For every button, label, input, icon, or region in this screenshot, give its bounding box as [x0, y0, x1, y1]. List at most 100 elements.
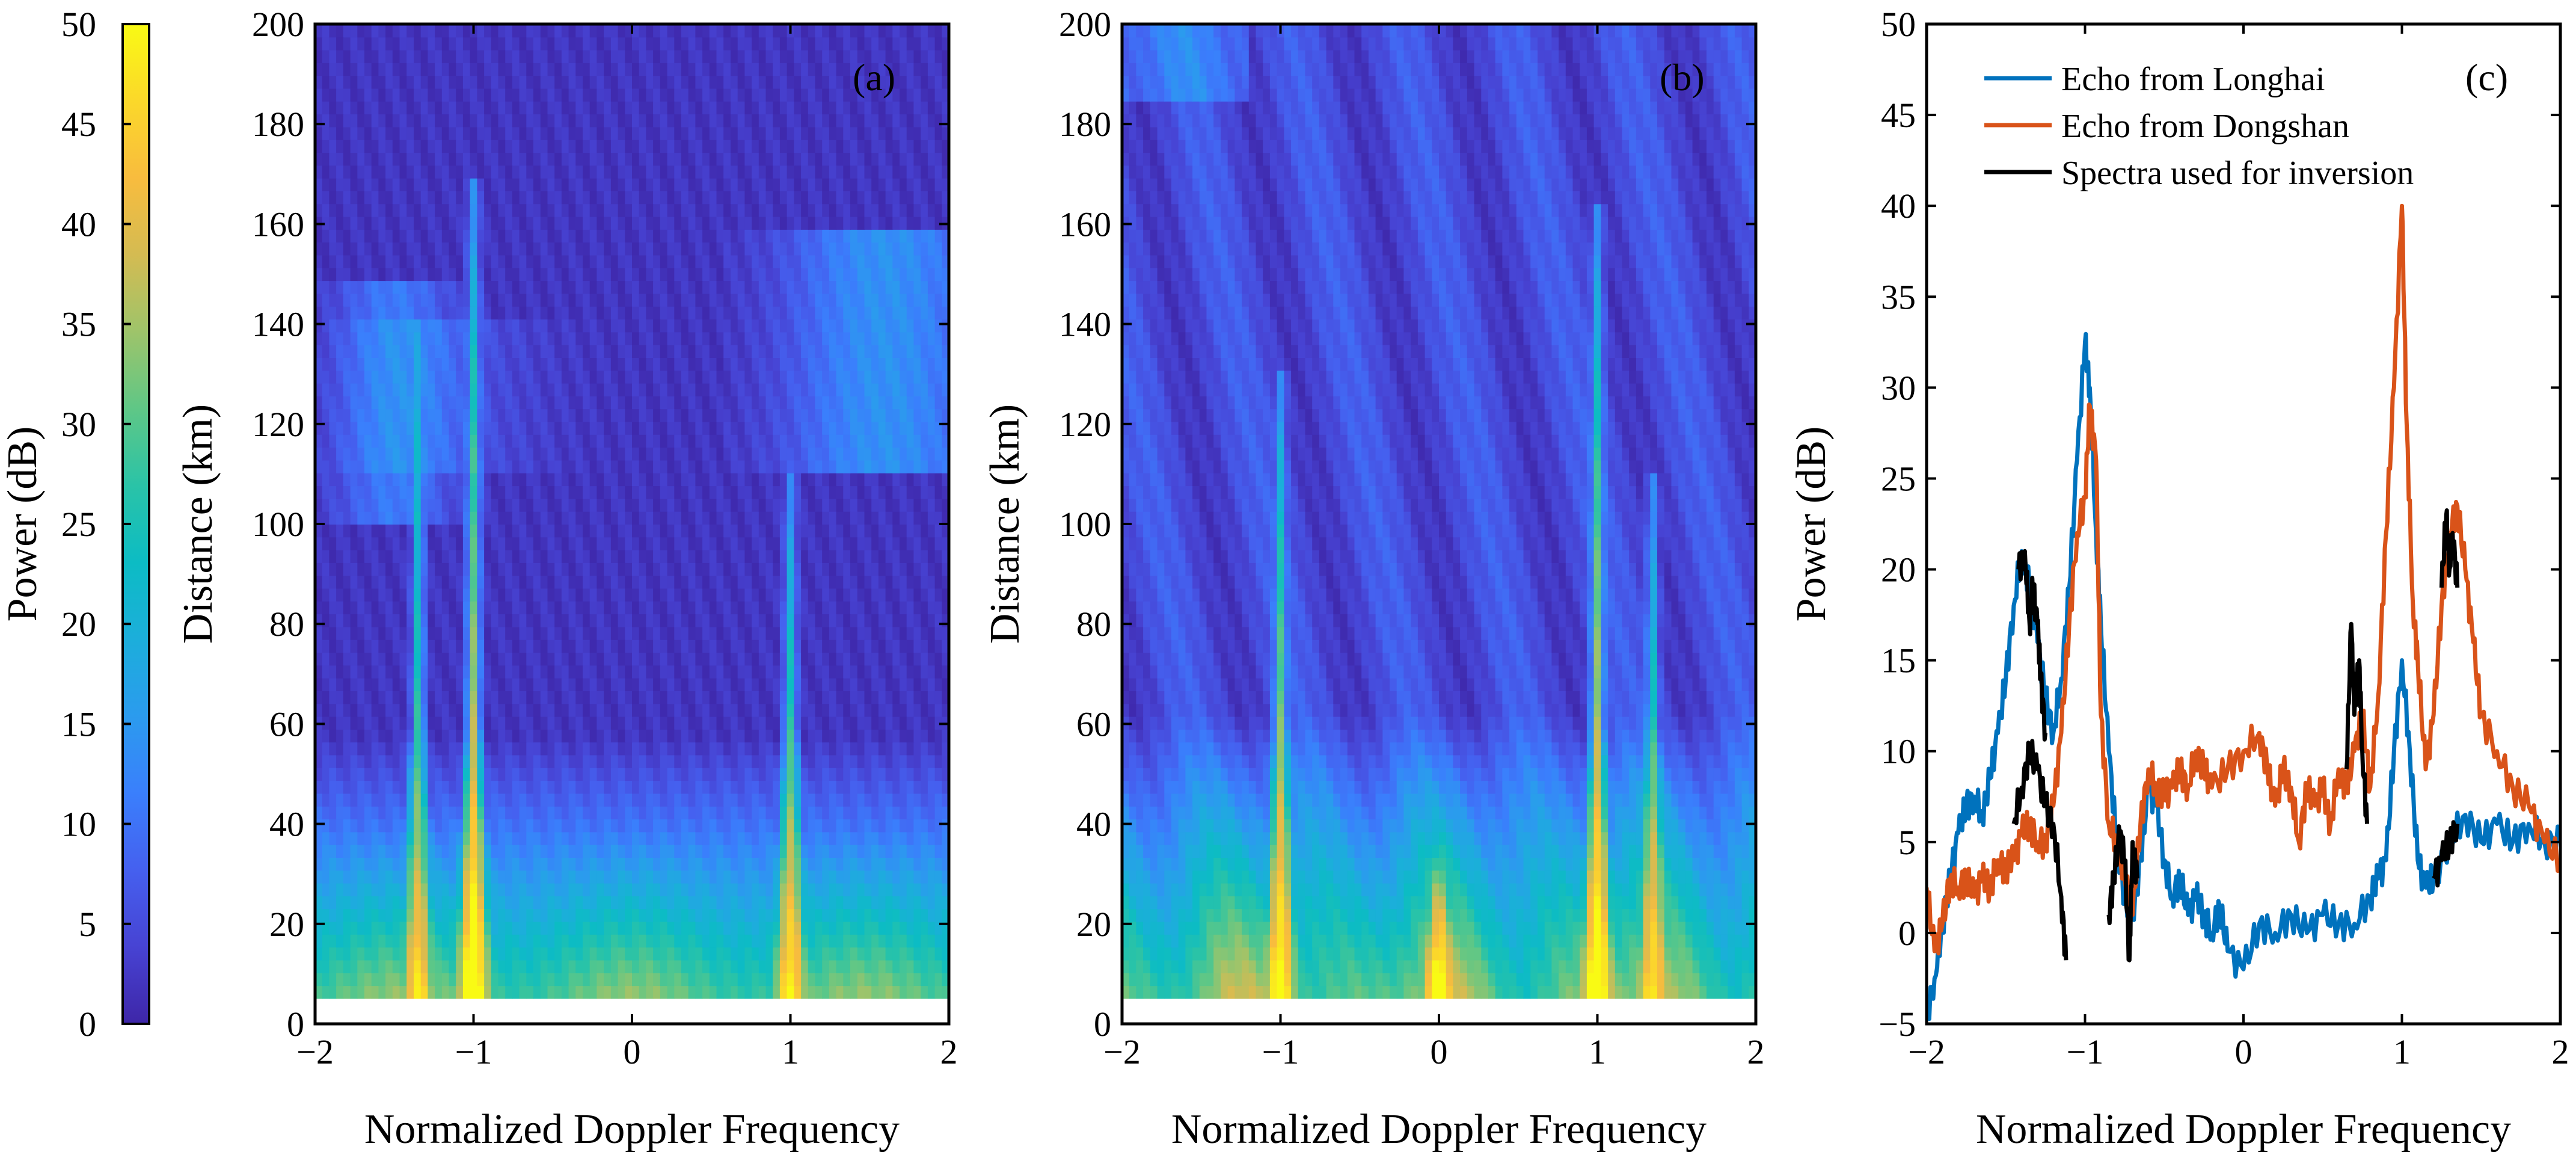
heatmap-cell — [554, 819, 562, 833]
heatmap-cell — [885, 370, 894, 384]
heatmap-cell — [350, 857, 358, 871]
heatmap-cell — [794, 639, 802, 653]
heatmap-cell — [329, 460, 337, 473]
heatmap-cell — [491, 819, 499, 833]
heatmap-cell — [864, 742, 872, 756]
heatmap-cell — [702, 408, 710, 422]
heatmap-cell — [731, 754, 738, 768]
heatmap-cell — [596, 434, 605, 448]
heatmap-cell — [533, 331, 541, 345]
heatmap-cell — [731, 831, 738, 845]
heatmap-cell — [892, 395, 900, 410]
heatmap-cell — [667, 972, 675, 987]
heatmap-cell — [822, 780, 830, 794]
heatmap-cell — [357, 344, 365, 358]
heatmap-cell — [378, 985, 387, 999]
heatmap-cell — [329, 485, 337, 499]
heatmap-cell — [343, 588, 351, 602]
heatmap-cell — [350, 742, 358, 756]
heatmap-cell — [927, 934, 936, 948]
heatmap-cell — [646, 895, 654, 910]
heatmap-cell — [610, 575, 619, 589]
heatmap-cell — [773, 472, 780, 487]
heatmap-cell — [547, 959, 556, 973]
heatmap-cell — [773, 959, 780, 973]
heatmap-cell — [892, 639, 900, 653]
heatmap-cell — [646, 947, 654, 961]
heatmap-cell — [801, 447, 809, 461]
heatmap-cell — [695, 331, 704, 345]
heatmap-cell — [906, 652, 915, 666]
heatmap-cell — [441, 844, 450, 858]
heatmap-cell — [343, 537, 351, 550]
heatmap-cell — [801, 498, 809, 512]
heatmap-cell — [428, 831, 436, 845]
heatmap-cell — [709, 831, 717, 845]
heatmap-cell — [815, 882, 823, 896]
heatmap-cell — [512, 691, 520, 704]
heatmap-cell — [885, 767, 894, 781]
heatmap-cell — [399, 652, 408, 666]
heatmap-cell — [449, 383, 457, 396]
heatmap-cell — [329, 985, 337, 999]
heatmap-cell — [864, 959, 872, 973]
heatmap-cell — [343, 767, 351, 781]
heatmap-cell — [414, 575, 422, 589]
heatmap-cell — [505, 306, 513, 320]
heatmap-cell — [399, 537, 408, 550]
heatmap-cell — [773, 716, 780, 730]
heatmap-cell — [900, 754, 907, 768]
heatmap-cell — [850, 460, 858, 473]
heatmap-cell — [596, 306, 605, 320]
heatmap-cell — [357, 819, 365, 833]
heatmap-cell — [399, 819, 408, 833]
heatmap-cell — [336, 882, 344, 896]
heatmap-cell — [758, 472, 767, 487]
heatmap-cell — [610, 319, 619, 333]
heatmap-cell — [540, 421, 548, 435]
heatmap-cell — [470, 331, 478, 345]
heatmap-cell — [336, 805, 344, 820]
heatmap-cell — [399, 600, 408, 615]
heatmap-cell — [554, 434, 562, 448]
heatmap-cell — [765, 447, 774, 461]
heatmap-cell — [942, 652, 949, 666]
heatmap-cell — [399, 934, 408, 948]
heatmap-cell — [752, 306, 759, 320]
heatmap-cell — [441, 460, 450, 473]
heatmap-cell — [836, 934, 844, 948]
heatmap-cell — [470, 742, 478, 756]
heatmap-cell — [934, 549, 943, 563]
heatmap-cell — [505, 370, 513, 384]
heatmap-cell — [618, 652, 626, 666]
heatmap-cell — [505, 485, 513, 499]
heatmap-cell — [815, 677, 823, 691]
heatmap-cell — [350, 537, 358, 550]
heatmap-cell — [660, 665, 668, 679]
heatmap-cell — [646, 498, 654, 512]
heatmap-cell — [484, 447, 492, 461]
heatmap-cell — [695, 882, 704, 896]
heatmap-cell — [610, 691, 619, 704]
heatmap-cell — [885, 805, 894, 820]
heatmap-cell — [674, 805, 682, 820]
heatmap-cell — [653, 844, 661, 858]
heatmap-cell — [533, 805, 541, 820]
heatmap-cell — [885, 447, 894, 461]
heatmap-cell — [596, 537, 605, 550]
heatmap-cell — [435, 959, 443, 973]
heatmap-cell — [758, 600, 767, 615]
heatmap-cell — [357, 511, 365, 525]
heatmap-cell — [878, 652, 886, 666]
heatmap-cell — [519, 383, 527, 396]
heatmap-cell — [857, 652, 865, 666]
heatmap-cell — [449, 524, 457, 538]
heatmap-cell — [526, 716, 534, 730]
heatmap-cell — [435, 524, 443, 538]
heatmap-cell — [554, 959, 562, 973]
heatmap-cell — [435, 588, 443, 602]
heatmap-cell — [540, 639, 548, 653]
heatmap-cell — [646, 844, 654, 858]
heatmap-cell — [477, 575, 485, 589]
heatmap-cell — [610, 754, 619, 768]
